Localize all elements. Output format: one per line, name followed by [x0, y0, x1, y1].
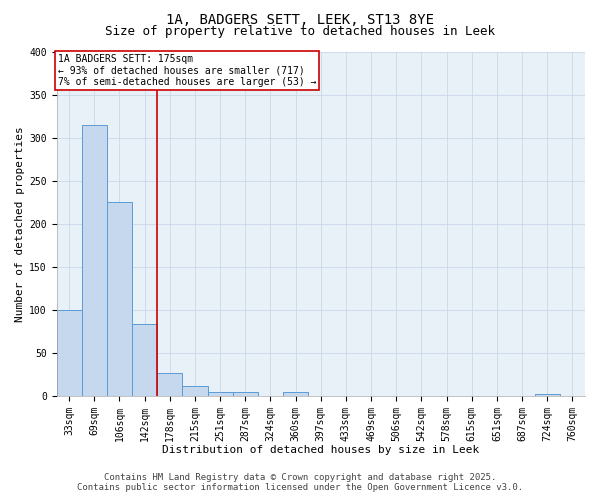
X-axis label: Distribution of detached houses by size in Leek: Distribution of detached houses by size …	[162, 445, 479, 455]
Bar	[107, 202, 132, 396]
Bar	[535, 394, 560, 396]
Y-axis label: Number of detached properties: Number of detached properties	[15, 126, 25, 322]
Bar	[157, 372, 182, 396]
Text: 1A, BADGERS SETT, LEEK, ST13 8YE: 1A, BADGERS SETT, LEEK, ST13 8YE	[166, 12, 434, 26]
Bar	[283, 392, 308, 396]
Bar	[82, 124, 107, 396]
Text: 1A BADGERS SETT: 175sqm
← 93% of detached houses are smaller (717)
7% of semi-de: 1A BADGERS SETT: 175sqm ← 93% of detache…	[58, 54, 316, 88]
Bar	[132, 324, 157, 396]
Text: Contains HM Land Registry data © Crown copyright and database right 2025.
Contai: Contains HM Land Registry data © Crown c…	[77, 473, 523, 492]
Text: Size of property relative to detached houses in Leek: Size of property relative to detached ho…	[105, 25, 495, 38]
Bar	[233, 392, 258, 396]
Bar	[208, 392, 233, 396]
Bar	[56, 310, 82, 396]
Bar	[182, 386, 208, 396]
